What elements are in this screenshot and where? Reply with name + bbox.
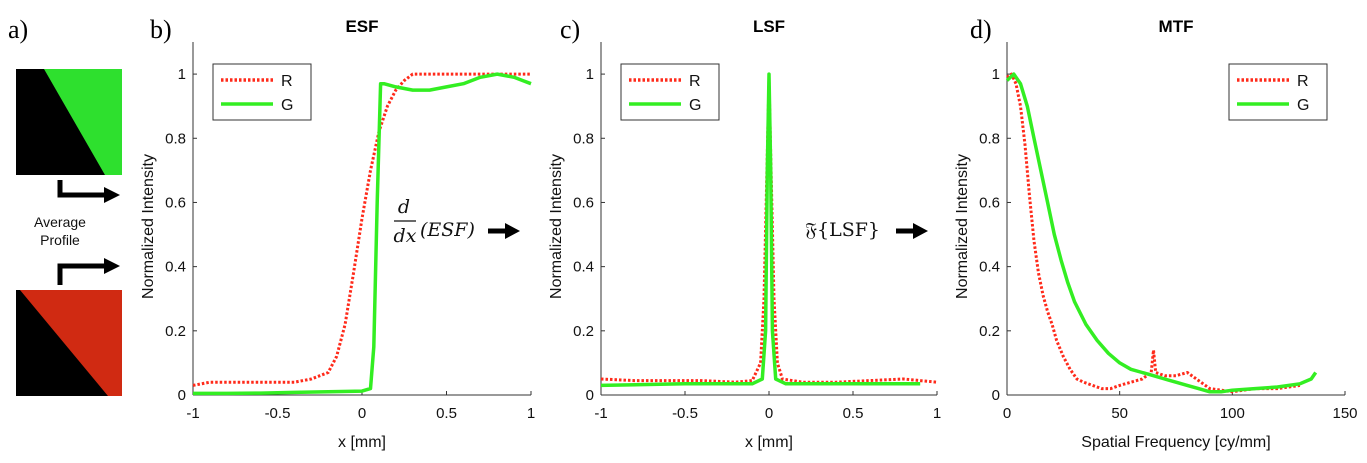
esf-y-tick-label: 0 (178, 387, 186, 404)
panel-label-c: c) (560, 15, 580, 44)
lsf-y-tick-label: 0.2 (573, 323, 594, 340)
mtf-y-tick-label: 0 (992, 387, 1000, 404)
mtf-y-tick-label: 0.2 (979, 323, 1000, 340)
mtf-x-tick-label: 100 (1220, 405, 1245, 422)
panel-label-a: a) (8, 15, 28, 44)
esf-title: ESF (345, 17, 378, 36)
mtf-x-label: Spatial Frequency [cy/mm] (1081, 434, 1270, 451)
derivative-arrow-icon (488, 223, 520, 239)
profile-label: Profile (40, 232, 80, 248)
esf-x-tick-label: 0 (358, 405, 366, 422)
mtf-x-tick-label: 0 (1003, 405, 1011, 422)
lsf-legend (620, 63, 720, 121)
derivative-argument: (ESF) (420, 219, 475, 241)
mtf-y-label: Normalized Intensity (954, 154, 971, 299)
lsf-y-label: Normalized Intensity (548, 154, 565, 299)
esf-legend-label: R (281, 73, 293, 90)
esf-series-G (193, 72, 532, 396)
mtf-y-tick-label: 1 (992, 66, 1000, 83)
mtf-series-R (1006, 72, 1301, 394)
mtf-x-tick-label: 50 (1111, 405, 1128, 422)
lsf-y-tick-label: 0.8 (573, 130, 594, 147)
panel-a: Average Profile (16, 69, 122, 396)
lsf-chart: LSF -1 -0.5 0 0.5 1 0 0.2 0.4 0.6 0.8 1 x [mm] Normal… (548, 17, 941, 451)
lsf-x-tick-label: 1 (933, 405, 941, 422)
mtf-y-tick-label: 0.6 (979, 194, 1000, 211)
mtf-chart: MTF 0 50 100 150 0 0.2 0.4 0.6 0.8 1 Spatial Freque… (954, 17, 1358, 451)
mtf-title: MTF (1159, 17, 1194, 36)
fourier-operator: 𝔉{LSF} (805, 219, 928, 241)
mtf-series-G (1005, 72, 1318, 394)
lsf-x-label: x [mm] (745, 434, 793, 451)
fourier-arrow-icon (896, 223, 928, 239)
bottom-profile-arrow (57, 258, 120, 285)
esf-y-tick-label: 0.6 (165, 194, 186, 211)
top-profile-arrow (57, 180, 120, 203)
esf-x-tick-label: 1 (527, 405, 535, 422)
esf-series-R (192, 72, 531, 387)
lsf-y-tick-label: 0.4 (573, 259, 594, 276)
lsf-y-tick-label: 1 (586, 66, 594, 83)
panel-label-b: b) (150, 15, 172, 44)
lsf-y-tick-label: 0.6 (573, 194, 594, 211)
lsf-x-tick-label: -0.5 (672, 405, 698, 422)
esf-chart: ESF -1 -0.5 0 0.5 1 0 0.2 0.4 0.6 0.8 1 x [mm] Normal… (140, 17, 535, 451)
lsf-x-tick-label: 0 (765, 405, 773, 422)
esf-y-tick-label: 0.8 (165, 130, 186, 147)
lsf-title: LSF (753, 17, 785, 36)
mtf-y-tick-label: 0.8 (979, 130, 1000, 147)
mtf-legend-label: G (1297, 97, 1309, 114)
mtf-y-tick-label: 0.4 (979, 259, 1000, 276)
lsf-series-G (600, 72, 921, 388)
esf-y-tick-label: 1 (178, 66, 186, 83)
esf-legend-label: G (281, 97, 293, 114)
lsf-legend-label: G (689, 97, 701, 114)
esf-x-tick-label: 0.5 (436, 405, 457, 422)
lsf-legend-label: R (689, 73, 701, 90)
green-edge-image (44, 69, 122, 175)
esf-legend (212, 63, 312, 121)
fourier-text: 𝔉{LSF} (805, 219, 880, 241)
lsf-y-tick-label: 0 (586, 387, 594, 404)
red-edge-image (20, 290, 122, 396)
mtf-legend-label: R (1297, 73, 1309, 90)
mtf-legend (1228, 63, 1328, 121)
esf-y-tick-label: 0.2 (165, 323, 186, 340)
esf-y-label: Normalized Intensity (140, 154, 157, 299)
esf-x-tick-label: -1 (186, 405, 199, 422)
derivative-denominator: dx (394, 225, 417, 247)
derivative-operator: d dx (ESF) (394, 196, 520, 247)
panel-label-d: d) (970, 15, 992, 44)
esf-y-tick-label: 0.4 (165, 259, 186, 276)
average-label: Average (34, 214, 86, 230)
derivative-numerator: d (398, 196, 410, 218)
lsf-x-tick-label: 0.5 (843, 405, 864, 422)
lsf-x-tick-label: -1 (594, 405, 607, 422)
mtf-x-tick-label: 150 (1332, 405, 1357, 422)
esf-x-label: x [mm] (338, 434, 386, 451)
esf-x-tick-label: -0.5 (265, 405, 291, 422)
